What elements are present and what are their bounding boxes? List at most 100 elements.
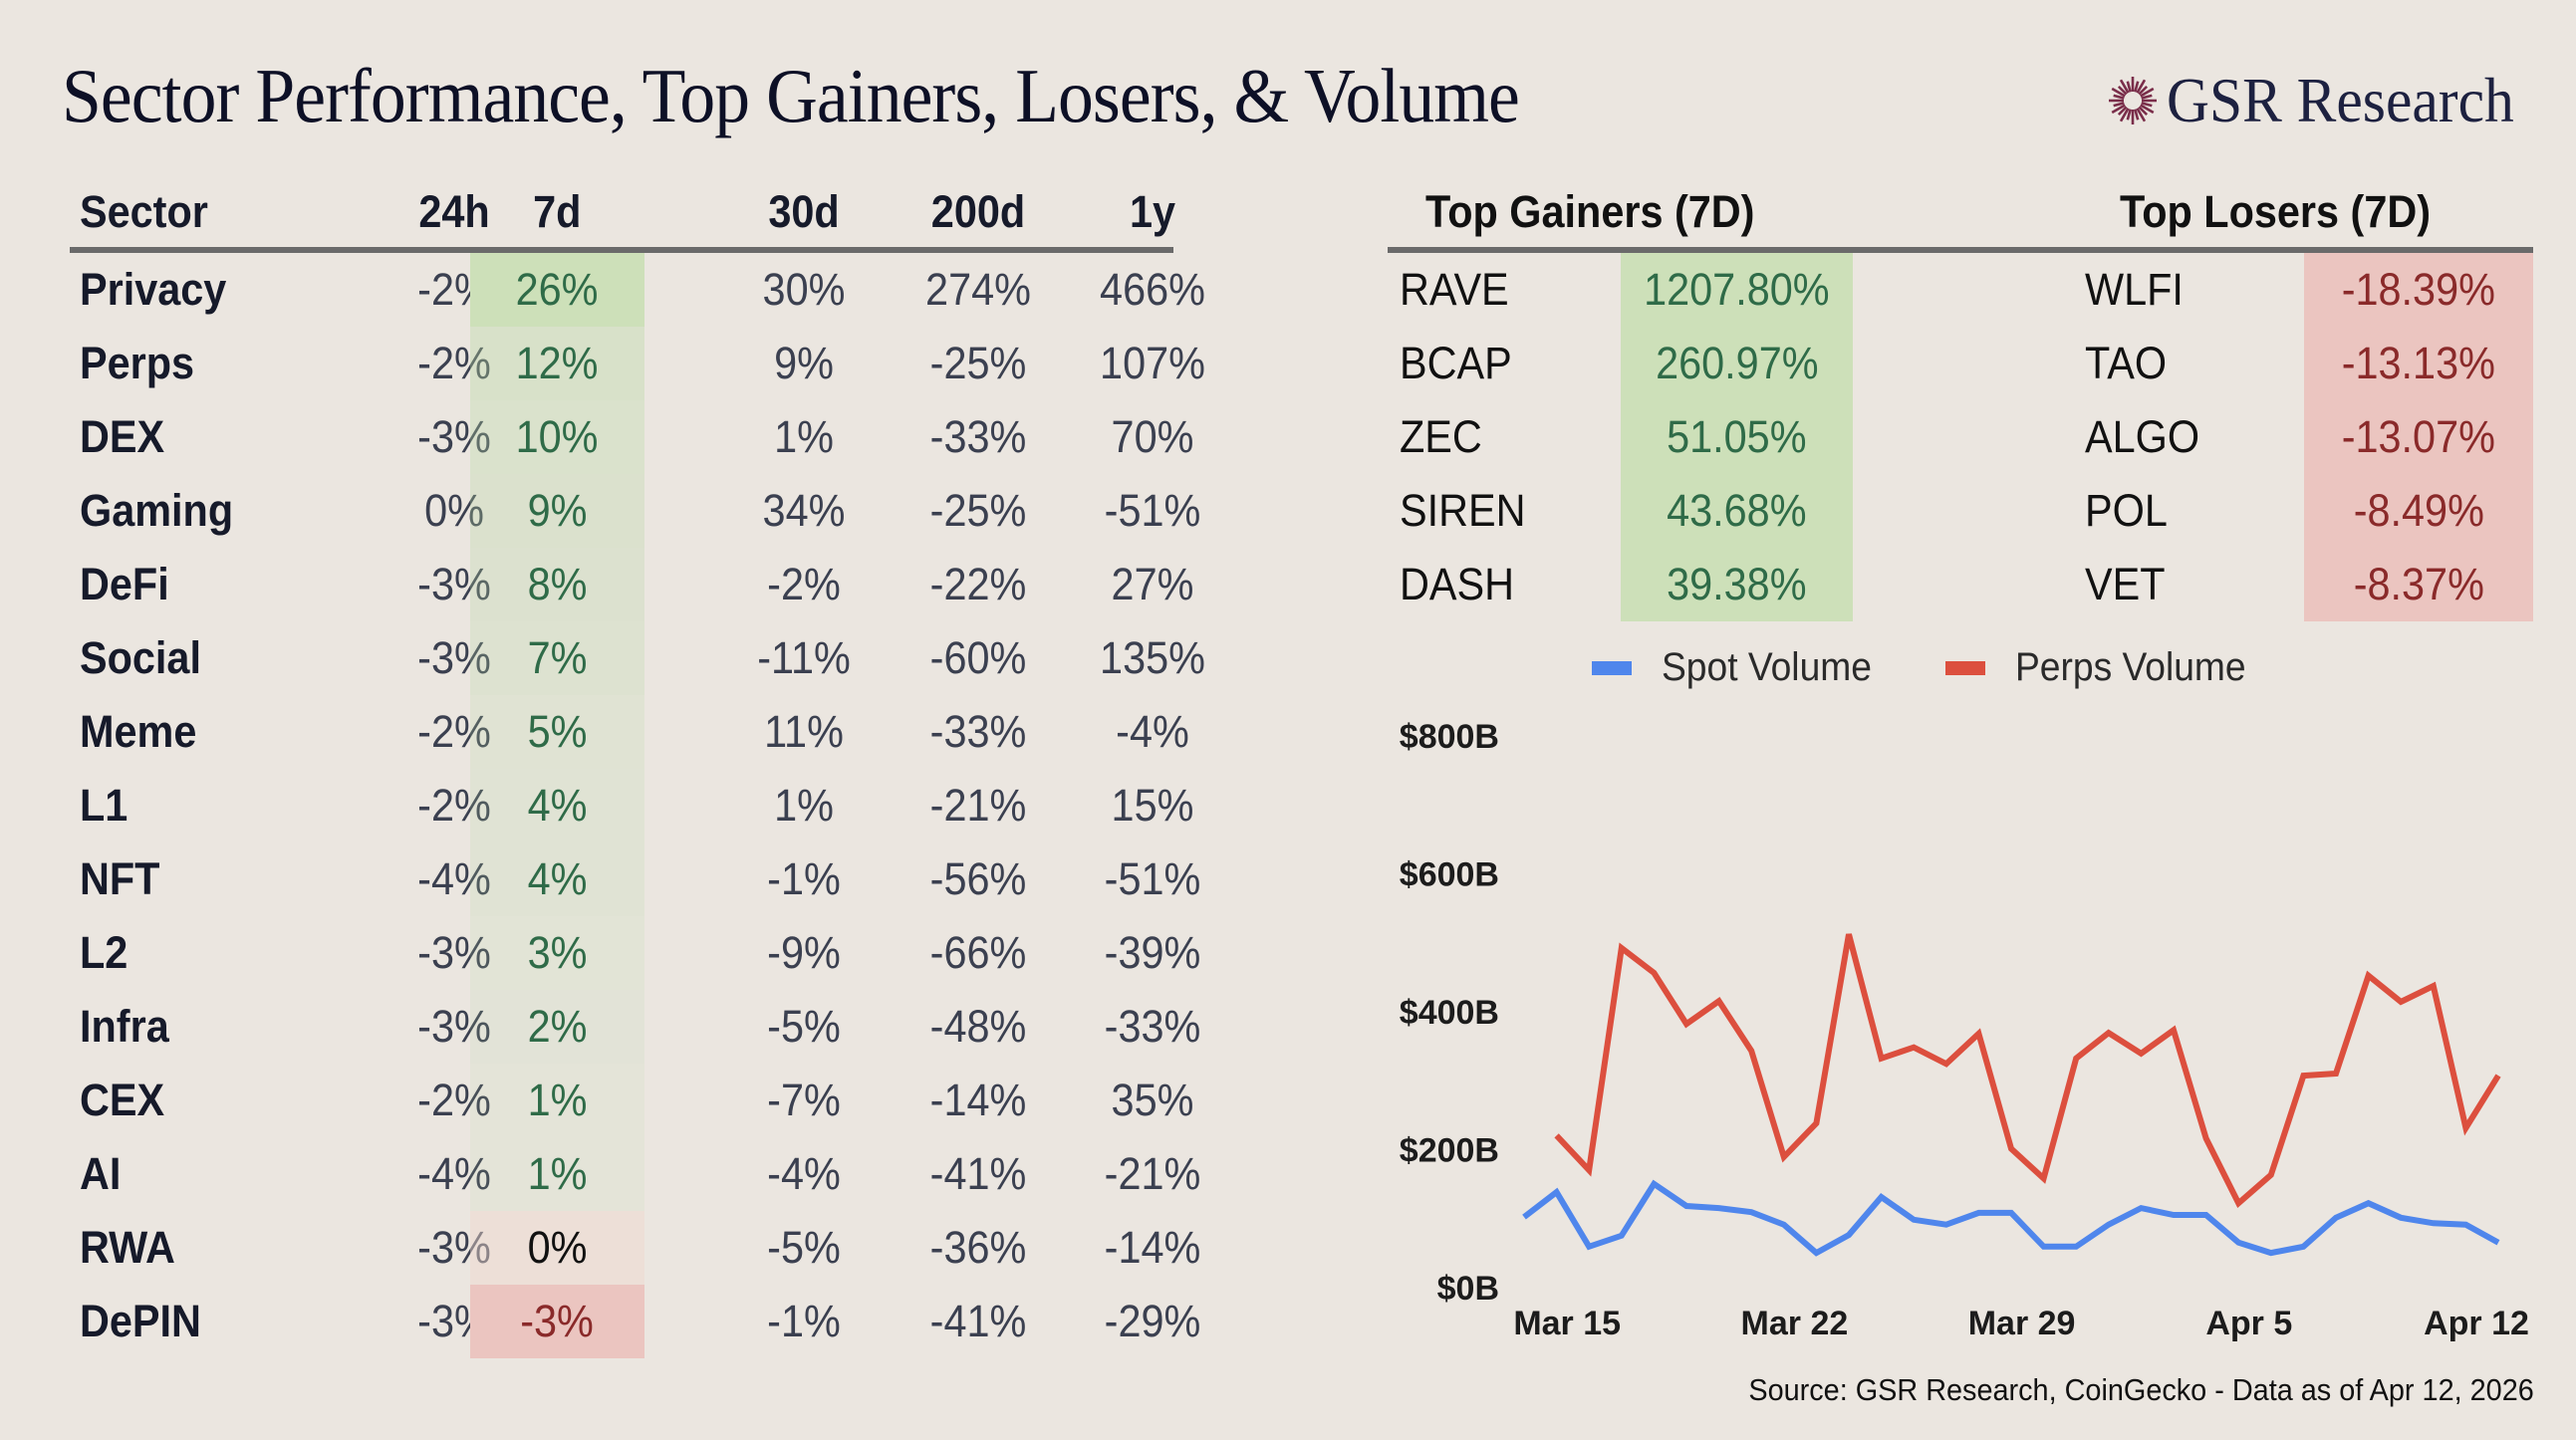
spot-volume-line — [1522, 1179, 2500, 1257]
cell-d24h: -3% — [417, 927, 491, 978]
loser-change: -8.37% — [2304, 548, 2533, 621]
cell-d200: -33% — [929, 706, 1027, 757]
sunburst-ray — [2136, 79, 2147, 94]
cell-d24h: -2% — [417, 706, 491, 757]
cell-d30: 1% — [774, 780, 834, 831]
gainer-change: 260.97% — [1621, 327, 1853, 400]
gainer-change: 39.38% — [1621, 548, 1853, 621]
gainer-ticker-text: BCAP — [1400, 338, 1512, 388]
header-1y: 1y — [1129, 186, 1176, 237]
legend-label-spot: Spot Volume — [1662, 645, 1872, 689]
gainer-change: 43.68% — [1621, 474, 1853, 548]
cell-d30: -2% — [767, 559, 841, 609]
cell-sector: CEX — [80, 1075, 165, 1125]
sunburst-ray — [2141, 102, 2153, 108]
cell-d200: -22% — [929, 559, 1027, 609]
sector-row: Social -3% 7% -11% -60% 135% — [70, 621, 1205, 695]
top-losers-header: Top Losers (7D) — [2120, 186, 2432, 237]
loser-ticker: TAO — [2085, 327, 2284, 400]
loser-change: -18.39% — [2304, 253, 2533, 327]
legend-item-spot: Spot Volume — [1592, 645, 1888, 690]
sunburst-ray — [2140, 87, 2155, 98]
cell-d7: 5% — [470, 695, 644, 769]
cell-sector: DEX — [80, 411, 165, 462]
sector-row: Meme -2% 5% 11% -33% -4% — [70, 695, 1189, 769]
header-30d: 30d — [768, 186, 840, 237]
x-tick-label: Apr 5 — [2205, 1305, 2292, 1342]
cell-d24h: -2% — [417, 1075, 491, 1125]
gainer-change-text: 1207.80% — [1644, 264, 1830, 315]
cell-y1: -33% — [1104, 1001, 1201, 1052]
cell-d7: 0% — [470, 1211, 644, 1285]
sector-row: Perps -2% 12% 9% -25% 107% — [70, 327, 1205, 400]
cell-sector: Privacy — [80, 264, 227, 315]
cell-d7: 7% — [470, 621, 644, 695]
cell-sector: DePIN — [80, 1296, 201, 1346]
top-gainers-header: Top Gainers (7D) — [1425, 186, 1755, 237]
gainer-change-text: 260.97% — [1655, 338, 1819, 388]
cell-7d-value: 1% — [527, 1148, 588, 1199]
cell-d200: -33% — [929, 411, 1027, 462]
movers-row: ZEC 51.05% ALGO -13.07% — [1388, 400, 2533, 474]
loser-ticker: VET — [2085, 548, 2284, 621]
cell-d24h: 0% — [424, 485, 484, 536]
legend-item-perps: Perps Volume — [1944, 645, 2263, 690]
cell-d7: 9% — [470, 474, 644, 548]
cell-d24h: -3% — [417, 632, 491, 683]
cell-d200: -25% — [929, 485, 1027, 536]
sector-row: NFT -4% 4% -1% -56% -51% — [70, 842, 1200, 916]
cell-d24h: -4% — [417, 1148, 491, 1199]
top-movers-table: Top Gainers (7D) Top Losers (7D) RAVE 120… — [1388, 177, 2533, 621]
cell-7d-value: 10% — [516, 411, 599, 462]
gainer-change-text: 43.68% — [1667, 485, 1807, 536]
cell-d30: -9% — [767, 927, 841, 978]
cell-d30: 9% — [774, 338, 834, 388]
cell-y1: -51% — [1104, 853, 1201, 904]
sector-table-body: Privacy -2% 26% 30% 274% 466% Perps -2% 12% 9% -25… — [70, 253, 1205, 1358]
cell-7d-value: 7% — [527, 632, 588, 683]
loser-ticker-text: ALGO — [2085, 411, 2200, 462]
cell-7d-value: 4% — [527, 853, 588, 904]
cell-d7: 10% — [470, 400, 644, 474]
loser-ticker-text: VET — [2085, 559, 2166, 609]
chart-legend: Spot Volume Perps Volume — [1592, 645, 2321, 690]
legend-swatch-spot — [1592, 660, 1632, 675]
loser-change-text: -8.49% — [2353, 485, 2484, 536]
sector-row: DePIN -3% -3% -1% -41% -29% — [70, 1285, 1200, 1358]
loser-change-text: -18.39% — [2341, 264, 2496, 315]
loser-ticker-text: WLFI — [2085, 264, 2184, 315]
sector-row: AI -4% 1% -4% -41% -21% — [70, 1137, 1200, 1211]
movers-row: SIREN 43.68% POL -8.49% — [1388, 474, 2533, 548]
cell-d24h: -2% — [417, 780, 491, 831]
header-7d-label: 7d — [533, 186, 582, 237]
cell-7d-value: 0% — [527, 1222, 588, 1273]
cell-sector: Perps — [80, 338, 195, 388]
gainer-ticker-text: DASH — [1400, 559, 1515, 609]
cell-d7: 4% — [470, 842, 644, 916]
cell-d7: 1% — [470, 1064, 644, 1137]
cell-sector: L1 — [80, 780, 129, 831]
cell-d200: -66% — [929, 927, 1027, 978]
cell-sector: DeFi — [80, 559, 169, 609]
cell-d200: -21% — [929, 780, 1027, 831]
cell-d24h: -3% — [417, 1001, 491, 1052]
logo-text: GSR Research — [2167, 65, 2514, 135]
cell-d24h: -2% — [417, 338, 491, 388]
loser-change: -13.13% — [2304, 327, 2533, 400]
x-tick-label: Mar 15 — [1513, 1305, 1621, 1342]
y-tick-label: $400B — [1400, 994, 1499, 1032]
loser-ticker: POL — [2085, 474, 2284, 548]
cell-d30: -4% — [767, 1148, 841, 1199]
cell-d30: -1% — [767, 1296, 841, 1346]
cell-d30: 34% — [762, 485, 846, 536]
header-sector: Sector — [80, 186, 208, 237]
cell-7d-value: 1% — [527, 1075, 588, 1125]
x-tick-label: Mar 29 — [1968, 1305, 2076, 1342]
cell-d24h: -4% — [417, 853, 491, 904]
header-200d: 200d — [930, 186, 1026, 237]
cell-d24h: -3% — [417, 1222, 491, 1273]
cell-sector: L2 — [80, 927, 129, 978]
sector-row: Privacy -2% 26% 30% 274% 466% — [70, 253, 1205, 327]
cell-sector: Infra — [80, 1001, 169, 1052]
cell-y1: 70% — [1111, 411, 1194, 462]
